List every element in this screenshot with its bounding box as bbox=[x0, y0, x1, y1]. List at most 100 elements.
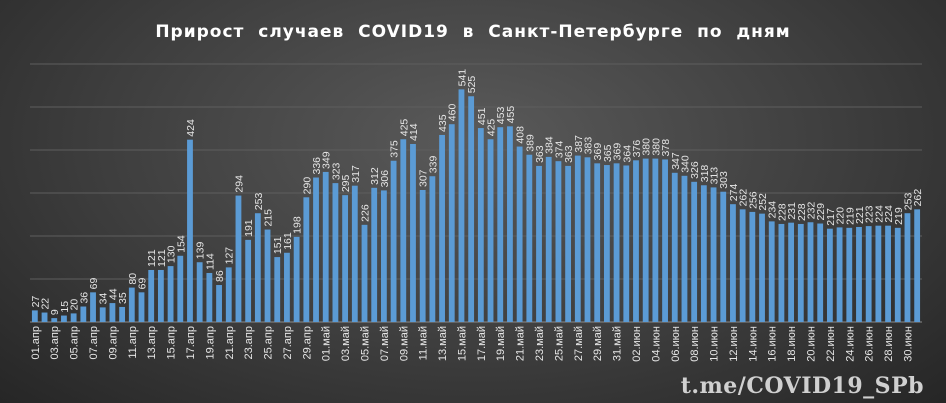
data-label: 295 bbox=[340, 174, 352, 192]
bar bbox=[507, 126, 513, 322]
x-tick-label: 15.апр bbox=[166, 326, 178, 359]
bar bbox=[245, 239, 252, 322]
bar bbox=[797, 223, 804, 322]
data-label: 380 bbox=[650, 138, 662, 156]
data-label: 307 bbox=[418, 169, 430, 187]
bar bbox=[264, 229, 271, 322]
data-label: 232 bbox=[806, 202, 818, 220]
x-tick-label: 21.май bbox=[515, 326, 527, 361]
data-label: 34 bbox=[98, 293, 110, 305]
bar bbox=[322, 171, 329, 322]
data-label: 262 bbox=[912, 189, 924, 207]
x-tick-label: 13.апр bbox=[146, 326, 158, 359]
data-label: 306 bbox=[379, 170, 391, 188]
bar bbox=[351, 185, 358, 322]
bar bbox=[623, 165, 630, 322]
bar bbox=[759, 213, 765, 322]
data-label: 22 bbox=[40, 298, 52, 310]
data-label: 69 bbox=[137, 277, 149, 289]
bar bbox=[284, 252, 290, 322]
data-label: 369 bbox=[592, 143, 604, 161]
data-label: 389 bbox=[524, 134, 536, 152]
bar bbox=[720, 191, 727, 322]
data-label: 20 bbox=[69, 299, 81, 311]
bar bbox=[516, 146, 523, 322]
data-label: 27 bbox=[30, 296, 42, 308]
data-label: 219 bbox=[844, 207, 856, 225]
x-tick-label: 19.апр bbox=[204, 326, 216, 359]
data-label: 312 bbox=[369, 167, 381, 185]
x-tick-label: 04.июн bbox=[650, 326, 662, 362]
bar bbox=[400, 139, 407, 322]
data-label: 363 bbox=[563, 145, 575, 163]
bar bbox=[914, 209, 921, 322]
x-tick-label: 03.апр bbox=[49, 326, 61, 359]
bar bbox=[846, 227, 853, 322]
data-label: 326 bbox=[689, 161, 701, 179]
bar bbox=[652, 158, 659, 322]
bar bbox=[536, 165, 542, 322]
bar bbox=[119, 306, 126, 322]
data-label: 380 bbox=[641, 138, 653, 156]
data-label: 414 bbox=[408, 123, 420, 141]
bar bbox=[497, 127, 504, 323]
x-tick-label: 11.апр bbox=[127, 326, 139, 359]
bar bbox=[555, 161, 562, 322]
bar bbox=[128, 287, 135, 322]
bar bbox=[31, 310, 38, 322]
bar bbox=[739, 209, 746, 322]
x-tick-label: 02.июн bbox=[631, 326, 643, 362]
bar bbox=[642, 158, 649, 322]
bar bbox=[439, 134, 445, 322]
bar bbox=[681, 175, 688, 322]
data-label: 294 bbox=[233, 175, 245, 193]
bar bbox=[313, 177, 319, 322]
data-label: 234 bbox=[767, 201, 779, 219]
data-label: 252 bbox=[757, 193, 769, 211]
bar bbox=[768, 221, 775, 322]
data-label: 219 bbox=[893, 207, 905, 225]
x-tick-label: 27.май bbox=[573, 326, 585, 361]
x-tick-label: 17.апр bbox=[185, 326, 197, 359]
data-label: 217 bbox=[825, 208, 837, 226]
data-label: 130 bbox=[166, 245, 178, 263]
data-label: 323 bbox=[330, 162, 342, 180]
data-label: 424 bbox=[185, 119, 197, 137]
bar bbox=[691, 181, 698, 322]
data-label: 256 bbox=[747, 191, 759, 209]
bar bbox=[633, 160, 639, 322]
bar bbox=[70, 313, 77, 322]
bar bbox=[603, 165, 610, 322]
bar bbox=[293, 236, 300, 322]
bar bbox=[342, 195, 349, 322]
bar bbox=[710, 187, 717, 322]
data-label: 121 bbox=[146, 249, 158, 267]
bar bbox=[817, 223, 824, 322]
data-label: 460 bbox=[447, 104, 459, 122]
x-tick-label: 23.май bbox=[534, 326, 546, 361]
bar bbox=[836, 227, 843, 322]
data-label: 44 bbox=[107, 288, 119, 300]
bar bbox=[565, 165, 572, 322]
data-label: 317 bbox=[350, 165, 362, 183]
data-label: 374 bbox=[553, 141, 565, 159]
chart-title: Прирост случаев COVID19 в Санкт-Петербур… bbox=[155, 22, 791, 42]
x-tick-label: 22.июн bbox=[825, 326, 837, 362]
bar bbox=[225, 267, 232, 322]
bar bbox=[90, 292, 96, 322]
data-label: 347 bbox=[670, 152, 682, 170]
x-tick-label: 16.июн bbox=[767, 326, 779, 362]
data-label: 408 bbox=[515, 126, 527, 144]
data-label: 274 bbox=[728, 184, 740, 202]
x-tick-label: 10.июн bbox=[709, 326, 721, 362]
bar bbox=[545, 156, 552, 322]
data-label: 226 bbox=[360, 204, 372, 222]
data-label: 455 bbox=[505, 106, 517, 124]
bar bbox=[371, 187, 378, 322]
bar bbox=[80, 306, 87, 322]
bar bbox=[187, 139, 193, 322]
data-label: 198 bbox=[292, 216, 304, 234]
data-label: 69 bbox=[88, 277, 100, 289]
